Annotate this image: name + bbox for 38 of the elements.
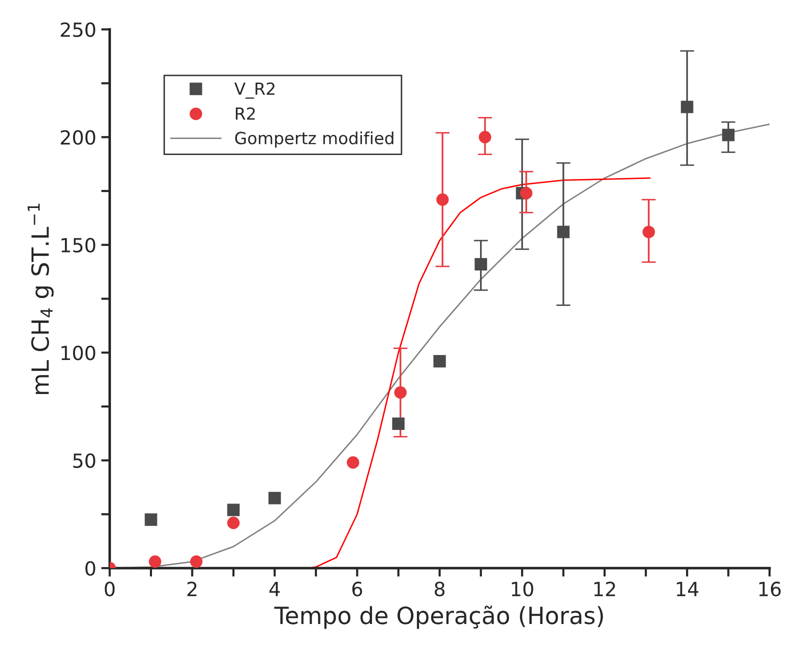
y-tick-label: 50 (73, 453, 96, 468)
legend-label: V_R2 (234, 82, 274, 99)
point (642, 226, 655, 238)
x-tick-label: 16 (759, 582, 781, 596)
point (392, 418, 405, 430)
point (190, 555, 203, 568)
y-tick-label: 150 (62, 238, 96, 253)
point (268, 492, 281, 504)
x-tick-label: 14 (676, 582, 698, 596)
point (436, 193, 449, 206)
point (520, 186, 532, 200)
x-tick-label: 10 (512, 582, 534, 596)
x-tick-label: 0 (104, 582, 115, 596)
point (144, 513, 158, 526)
point (557, 226, 570, 238)
legend-label: Gompertz modified (235, 131, 394, 148)
point (148, 555, 162, 568)
point (433, 355, 446, 368)
y-tick-label: 200 (60, 130, 96, 145)
point (394, 386, 407, 399)
x-axis-title: Tempo de Operação (Horas) (274, 606, 603, 629)
y-axis-title: mL CH$_{4}$ g ST.L$^{−1}$ (28, 204, 54, 394)
point (227, 504, 240, 516)
x-tick-label: 4 (269, 582, 280, 596)
x-tick-label: 8 (434, 582, 444, 596)
x-tick-label: 12 (594, 582, 616, 596)
point (722, 128, 735, 142)
point (474, 258, 488, 270)
x-tick-label: 2 (187, 582, 196, 596)
point (346, 456, 360, 469)
y-tick-label: 100 (62, 346, 96, 360)
point (227, 516, 240, 530)
legend-label: R2 (236, 107, 255, 120)
point (478, 130, 492, 144)
y-tick-label: 250 (60, 22, 96, 38)
x-tick-label: 6 (352, 582, 362, 596)
point (680, 100, 694, 114)
y-tick-label: 0 (85, 561, 96, 576)
